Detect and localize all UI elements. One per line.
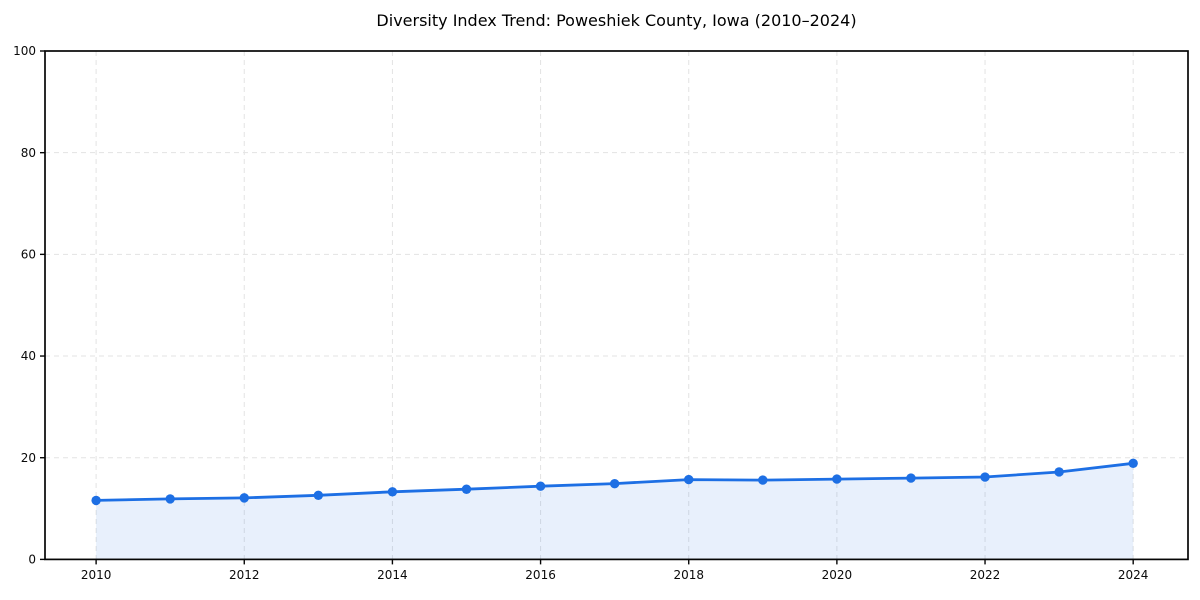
data-point-marker [980,472,990,482]
x-tick-label: 2016 [525,568,556,582]
data-point-marker [239,493,249,503]
x-tick-label: 2020 [822,568,853,582]
axes-box [44,50,1189,561]
data-point-marker [832,474,842,484]
data-point-marker [906,473,916,483]
data-point-marker [609,478,620,489]
x-tick-label: 2010 [81,568,112,582]
data-point-marker [535,481,546,491]
x-tick-label: 2014 [377,568,408,582]
x-tick-label: 2012 [229,568,260,582]
y-tick-label: 100 [13,44,36,58]
data-point-marker [684,474,694,485]
y-tick-label: 80 [21,146,36,160]
data-point-marker [165,494,175,504]
data-point-marker [461,484,472,494]
chart-title: Diversity Index Trend: Poweshiek County,… [376,11,857,30]
y-tick-label: 0 [28,553,36,567]
x-tick-label: 2018 [673,568,704,582]
data-point-marker [387,487,398,497]
data-point-marker [758,475,768,485]
x-tick-label: 2022 [970,568,1001,582]
data-point-marker [1128,458,1138,469]
y-tick-label: 20 [21,451,36,465]
data-point-marker [1054,467,1064,477]
data-point-marker [91,495,101,506]
y-tick-label: 40 [21,349,36,363]
data-point-marker [313,490,324,501]
y-tick-label: 60 [21,248,36,262]
x-tick-label: 2024 [1118,568,1149,582]
series-area-fill [96,463,1134,560]
